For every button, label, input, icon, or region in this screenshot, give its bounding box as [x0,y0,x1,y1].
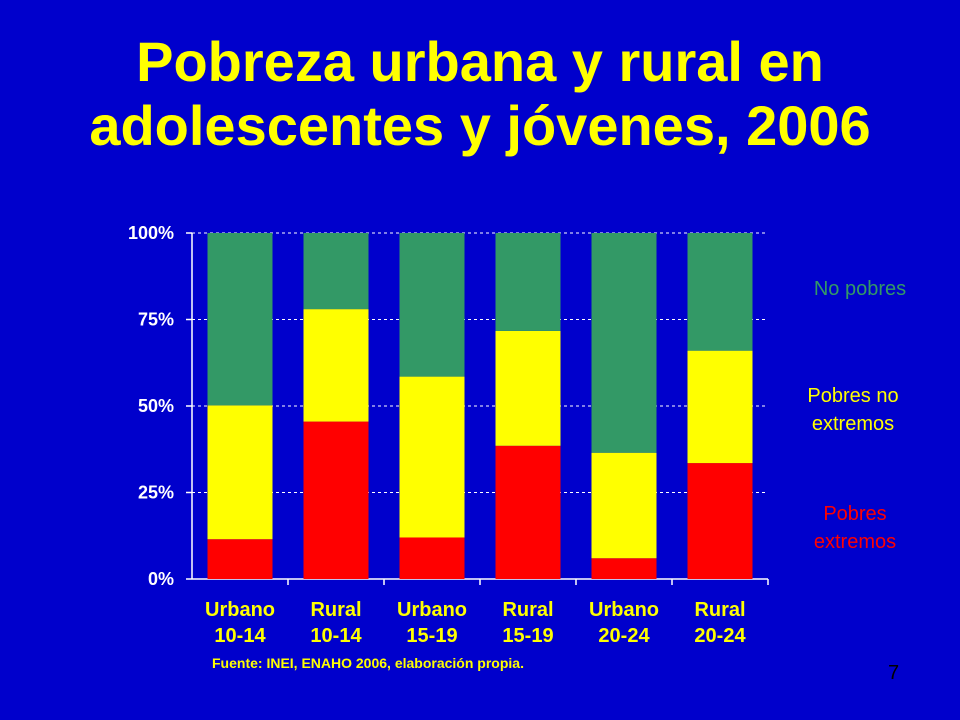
legend-no-pobres-line-1: No pobres [813,278,907,300]
legend-no-pobres: No pobres [785,275,935,303]
x-tick-label: 20-24 [598,625,650,647]
x-tick-label: 10-14 [310,625,362,647]
bar-segment [303,309,369,422]
y-tick-label: 25% [138,483,174,503]
slide-title: Pobreza urbana y rural en adolescentes y… [0,30,960,158]
bar-segment [399,233,465,377]
bar-segment [687,233,753,351]
x-tick-label: Rural [502,599,553,621]
bar-segment [207,405,273,540]
x-tick-label: Urbano [397,599,467,621]
source-note: Fuente: INEI, ENAHO 2006, elaboración pr… [212,655,524,671]
legend-pobres-no-extremos-line-1: Pobres no [807,385,899,407]
legend-pobres-extremos-line-1: Pobres [823,503,887,525]
bar-segment [303,233,369,310]
bar-segment [687,463,753,579]
legend-pobres-extremos-line-2: extremos [813,531,897,553]
bar-segment [591,233,657,453]
legend-pobres-no-extremos-line-2: extremos [811,413,895,435]
x-tick-label: 15-19 [406,625,457,647]
bar-segment [303,421,369,579]
x-tick-label: Rural [694,599,745,621]
bar-segment [687,350,753,464]
bar-segment [207,233,273,406]
bar-segment [495,330,561,446]
legend-pobres-extremos: Pobres extremos [780,500,930,556]
legend-pobres-no-extremos: Pobres no extremos [778,382,928,438]
slide-number: 7 [888,662,900,684]
y-tick-label: 0% [148,569,174,589]
x-tick-label: Rural [310,599,361,621]
x-tick-label: Urbano [589,599,659,621]
bar-segment [207,539,273,579]
x-tick-label: 10-14 [214,625,266,647]
bar-segment [399,537,465,579]
y-tick-label: 75% [138,310,174,330]
x-tick-label: 20-24 [694,625,746,647]
bar-segment [591,452,657,559]
bar-segment [495,233,561,331]
bar-segment [591,558,657,579]
x-tick-label: Urbano [205,599,275,621]
title-line-1: Pobreza urbana y rural en [136,30,824,93]
x-tick-label: 15-19 [502,625,553,647]
bar-segment [399,376,465,538]
title-line-2: adolescentes y jóvenes, 2006 [89,94,871,157]
y-tick-label: 100% [128,223,174,243]
bar-segment [495,445,561,579]
y-tick-label: 50% [138,396,174,416]
